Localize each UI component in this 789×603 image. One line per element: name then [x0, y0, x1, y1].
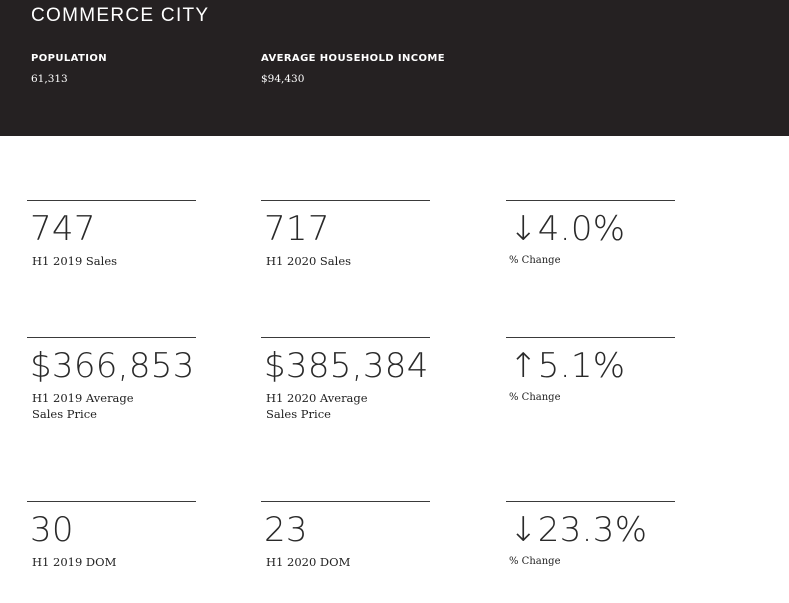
- h1-2020-sales-stat: 717 H1 2020 Sales: [261, 200, 430, 269]
- stat-value: 23: [264, 510, 308, 550]
- population-value: 61,313: [31, 73, 68, 85]
- h1-2019-dom-stat: 30 H1 2019 DOM: [27, 501, 196, 570]
- divider: [261, 337, 430, 338]
- stat-value: $366,853: [30, 346, 195, 386]
- divider: [506, 501, 675, 502]
- arrow-up-icon: ↑: [509, 346, 538, 386]
- dom-change-stat: ↓23.3% % Change: [506, 501, 675, 570]
- h1-2019-avg-price-stat: $366,853 H1 2019 Average Sales Price: [27, 337, 196, 422]
- change-percent: 23.3%: [537, 510, 648, 550]
- divider: [27, 200, 196, 201]
- stat-caption-line2: Sales Price: [32, 407, 97, 421]
- arrow-down-icon: ↓: [509, 510, 538, 550]
- population-stat: POPULATION 61,313: [31, 53, 107, 85]
- income-label: AVERAGE HOUSEHOLD INCOME: [261, 53, 445, 64]
- change-percent: 5.1%: [537, 346, 626, 386]
- stat-caption: % Change: [509, 392, 561, 403]
- stat-value: $385,384: [264, 346, 429, 386]
- stat-caption: H1 2020 DOM: [266, 555, 351, 569]
- city-name: COMMERCE CITY: [31, 5, 210, 26]
- stat-caption-line2: Sales Price: [266, 407, 331, 421]
- arrow-down-icon: ↓: [509, 209, 538, 249]
- stat-caption: H1 2020 Sales: [266, 254, 352, 268]
- divider: [27, 501, 196, 502]
- h1-2019-sales-stat: 747 H1 2019 Sales: [27, 200, 196, 269]
- h1-2020-avg-price-stat: $385,384 H1 2020 Average Sales Price: [261, 337, 430, 422]
- stat-value: 747: [30, 209, 96, 249]
- divider: [506, 200, 675, 201]
- stat-value: 30: [30, 510, 74, 550]
- divider: [261, 200, 430, 201]
- avg-price-change-stat: ↑5.1% % Change: [506, 337, 675, 406]
- divider: [261, 501, 430, 502]
- stat-value-change: ↓23.3%: [506, 510, 675, 550]
- stat-caption-line1: H1 2020 Average: [266, 391, 368, 405]
- stat-caption: H1 2019 DOM: [32, 555, 117, 569]
- change-percent: 4.0%: [537, 209, 626, 249]
- stat-caption: % Change: [509, 255, 561, 266]
- population-label: POPULATION: [31, 53, 108, 64]
- divider: [506, 337, 675, 338]
- stat-caption: H1 2019 Sales: [32, 254, 118, 268]
- stat-caption-line1: H1 2019 Average: [32, 391, 134, 405]
- stat-value: 717: [264, 209, 330, 249]
- stat-value-change: ↑5.1%: [506, 346, 675, 386]
- sales-change-stat: ↓4.0% % Change: [506, 200, 675, 269]
- income-value: $94,430: [261, 73, 305, 85]
- stat-caption: % Change: [509, 556, 561, 567]
- city-header: COMMERCE CITY POPULATION 61,313 AVERAGE …: [0, 0, 789, 136]
- divider: [27, 337, 196, 338]
- h1-2020-dom-stat: 23 H1 2020 DOM: [261, 501, 430, 570]
- income-stat: AVERAGE HOUSEHOLD INCOME $94,430: [261, 53, 445, 85]
- stat-value-change: ↓4.0%: [506, 209, 675, 249]
